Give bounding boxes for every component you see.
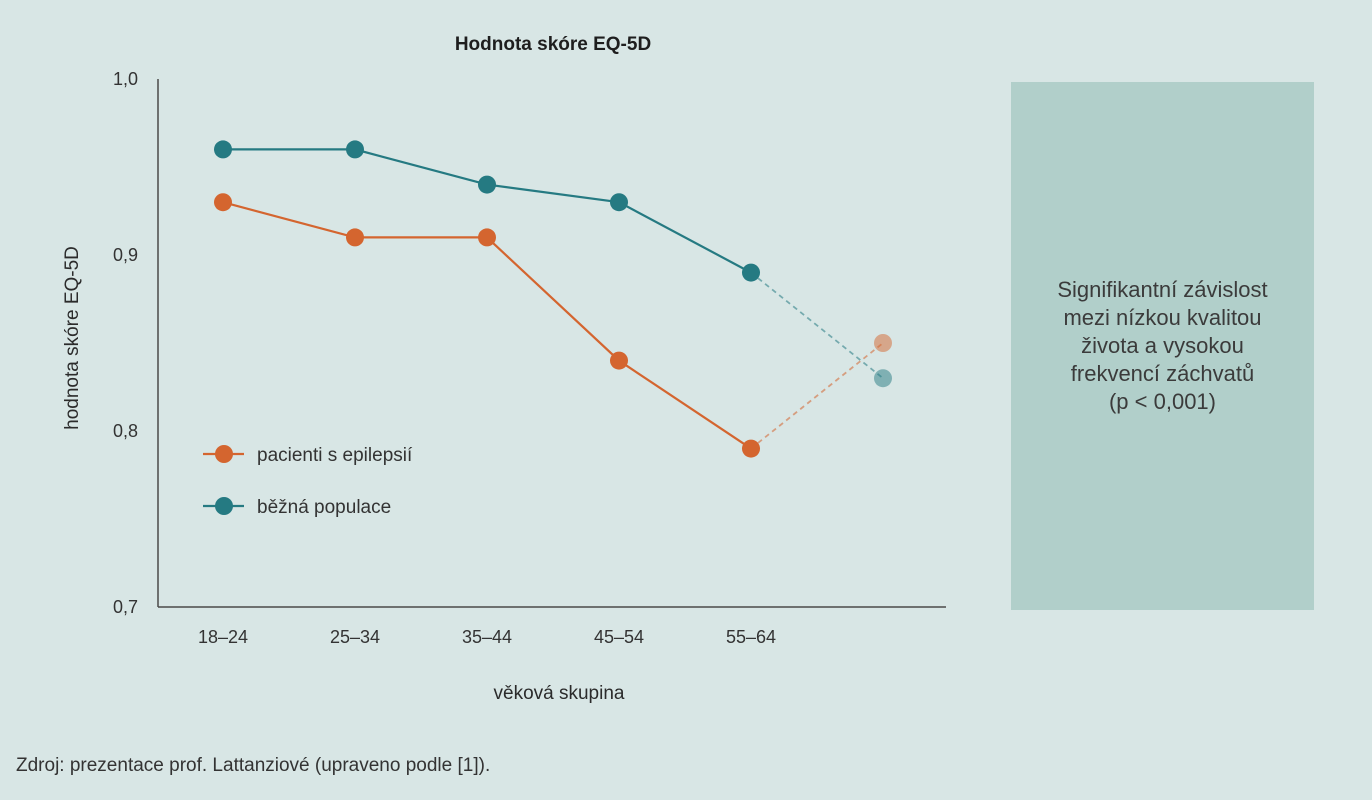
data-point [610,351,628,370]
data-point [874,369,892,388]
y-tick-label: 0,9 [113,245,138,265]
legend-marker [215,445,233,463]
x-tick-label: 25–34 [330,627,380,647]
data-point [742,263,760,282]
x-tick-label: 55–64 [726,627,776,647]
line-chart: Hodnota skóre EQ-5D hodnota skóre EQ-5D … [62,34,946,704]
data-point [478,175,496,194]
data-point [874,334,892,352]
series-line-dashed-0 [750,342,884,450]
note-text: Signifikantní závislost mezi nízkou kval… [1057,276,1268,415]
note-box: Signifikantní závislost mezi nízkou kval… [1011,82,1314,610]
y-axis-label: hodnota skóre EQ-5D [62,246,83,430]
x-axis-label: věková skupina [494,683,625,704]
y-tick-label: 1,0 [113,69,138,89]
y-tick-label: 0,8 [113,421,138,441]
data-point [214,140,232,159]
x-tick-label: 45–54 [594,627,644,647]
legend-label: pacienti s epilepsií [257,445,413,466]
data-point [478,228,496,247]
series-line-dashed-1 [750,271,884,379]
x-tick-label: 35–44 [462,627,512,647]
legend-label: běžná populace [257,497,391,518]
data-point [742,439,760,458]
y-tick-label: 0,7 [113,597,138,617]
x-tick-label: 18–24 [198,627,248,647]
data-point [214,193,232,212]
source-caption: Zdroj: prezentace prof. Lattanziové (upr… [16,755,491,776]
data-point [610,193,628,212]
chart-title: Hodnota skóre EQ-5D [455,34,651,55]
series-line-1 [223,148,752,274]
legend-marker [215,497,233,515]
data-point [346,228,364,247]
data-point [346,140,364,159]
